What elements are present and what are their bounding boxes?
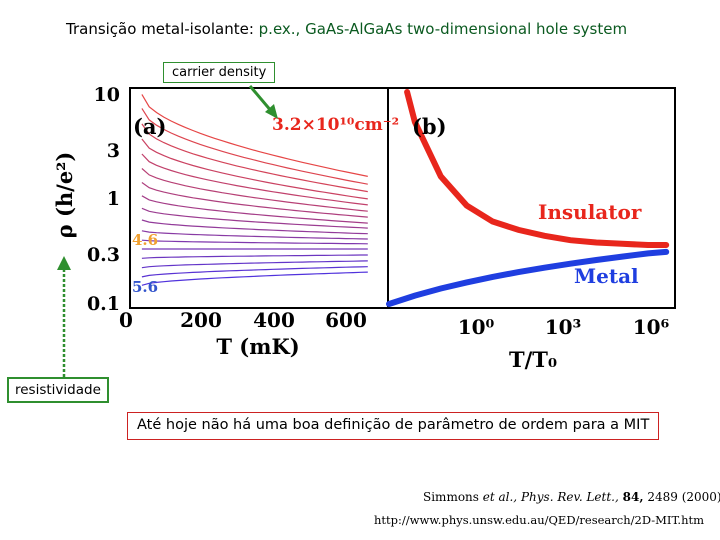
panel-a-series-line — [141, 254, 368, 259]
order-parameter-statement: Até hoje não há uma boa definição de par… — [127, 412, 660, 440]
title-highlight: p.ex., GaAs-AlGaAs two-dimensional hole … — [258, 20, 628, 38]
density-label: 3.2×10¹⁰cm⁻² — [272, 115, 399, 135]
reference-citation: Simmons et al., Phys. Rev. Lett., 84, 24… — [423, 490, 720, 504]
x-tick-label: 10³ — [545, 315, 582, 339]
y-tick-label: 10 — [94, 84, 120, 106]
y-axis-label: ρ (h/e²) — [52, 152, 77, 239]
metal-label: Metal — [574, 264, 639, 288]
panel-a-tag: (a) — [133, 114, 166, 139]
carrier-arrow-line — [248, 85, 274, 113]
panel-a-series-line — [141, 94, 368, 177]
panel-a-series-line — [141, 230, 368, 240]
ref-volume: 84, — [622, 490, 644, 504]
reference-url: http://www.phys.unsw.edu.au/QED/research… — [374, 513, 705, 527]
y-tick-label: 0.1 — [87, 293, 120, 315]
panel-b-x-label: T/T₀ — [509, 347, 557, 372]
panel-a-series-line — [141, 182, 368, 218]
y-tick-label: 1 — [107, 188, 120, 210]
title-prefix: Transição metal-isolante: — [66, 20, 254, 38]
resist-arrow-head — [57, 256, 71, 270]
x-tick-label: 10⁶ — [633, 315, 670, 339]
panel-a-series-line — [141, 239, 368, 245]
panel-a-x-label: T (mK) — [216, 334, 299, 359]
panel-a-series-line — [141, 219, 368, 235]
annotation-arrows — [57, 85, 278, 377]
panel-a-series-line — [141, 138, 368, 200]
carrier-density-label: carrier density — [163, 62, 276, 83]
ref-pages-year: 2489 (2000) — [647, 490, 720, 504]
x-tick-label: 200 — [180, 308, 222, 332]
panel-a-series-line — [141, 108, 368, 185]
panel-a-series-line — [141, 153, 368, 206]
panel-b-curves — [386, 89, 670, 307]
panel-a-series-line — [141, 260, 368, 269]
y-tick-label: 0.3 — [87, 244, 120, 266]
ref-journal: Phys. Rev. Lett., — [520, 490, 619, 504]
panel-a-series-line — [141, 266, 368, 278]
x-tick-label: 10⁰ — [458, 315, 495, 339]
metal-series-line — [386, 248, 670, 307]
panel-a-curves — [141, 94, 368, 286]
ref-authors: Simmons — [423, 490, 479, 504]
y-tick-labels: 10 3 1 0.3 0.1 — [87, 84, 120, 315]
marker-4-6: 4.6 — [132, 231, 158, 249]
insulator-label: Insulator — [538, 200, 642, 224]
x-tick-label: 600 — [325, 308, 367, 332]
panel-a-series-line — [141, 123, 368, 193]
ref-etal: et al., — [482, 490, 518, 504]
panel-b-x-ticks: 10⁰ 10³ 10⁶ — [458, 315, 670, 339]
x-tick-label: 0 — [119, 308, 133, 332]
insulator-series-line — [404, 89, 670, 248]
panel-a-series-line — [141, 195, 368, 224]
panel-a-series-line — [141, 168, 368, 212]
panel-b-tag: (b) — [412, 114, 447, 139]
panel-a-x-ticks: 0 200 400 600 — [119, 308, 367, 332]
resistividade-label: resistividade — [7, 377, 109, 403]
slide-title: Transição metal-isolante: p.ex., GaAs-Al… — [66, 20, 627, 38]
panel-a-series-line — [141, 207, 368, 229]
marker-5-6: 5.6 — [132, 278, 158, 296]
x-tick-label: 400 — [253, 308, 295, 332]
y-tick-label: 3 — [107, 140, 120, 162]
carrier-arrow-head — [265, 104, 278, 119]
panel-a-series-line — [141, 271, 368, 286]
